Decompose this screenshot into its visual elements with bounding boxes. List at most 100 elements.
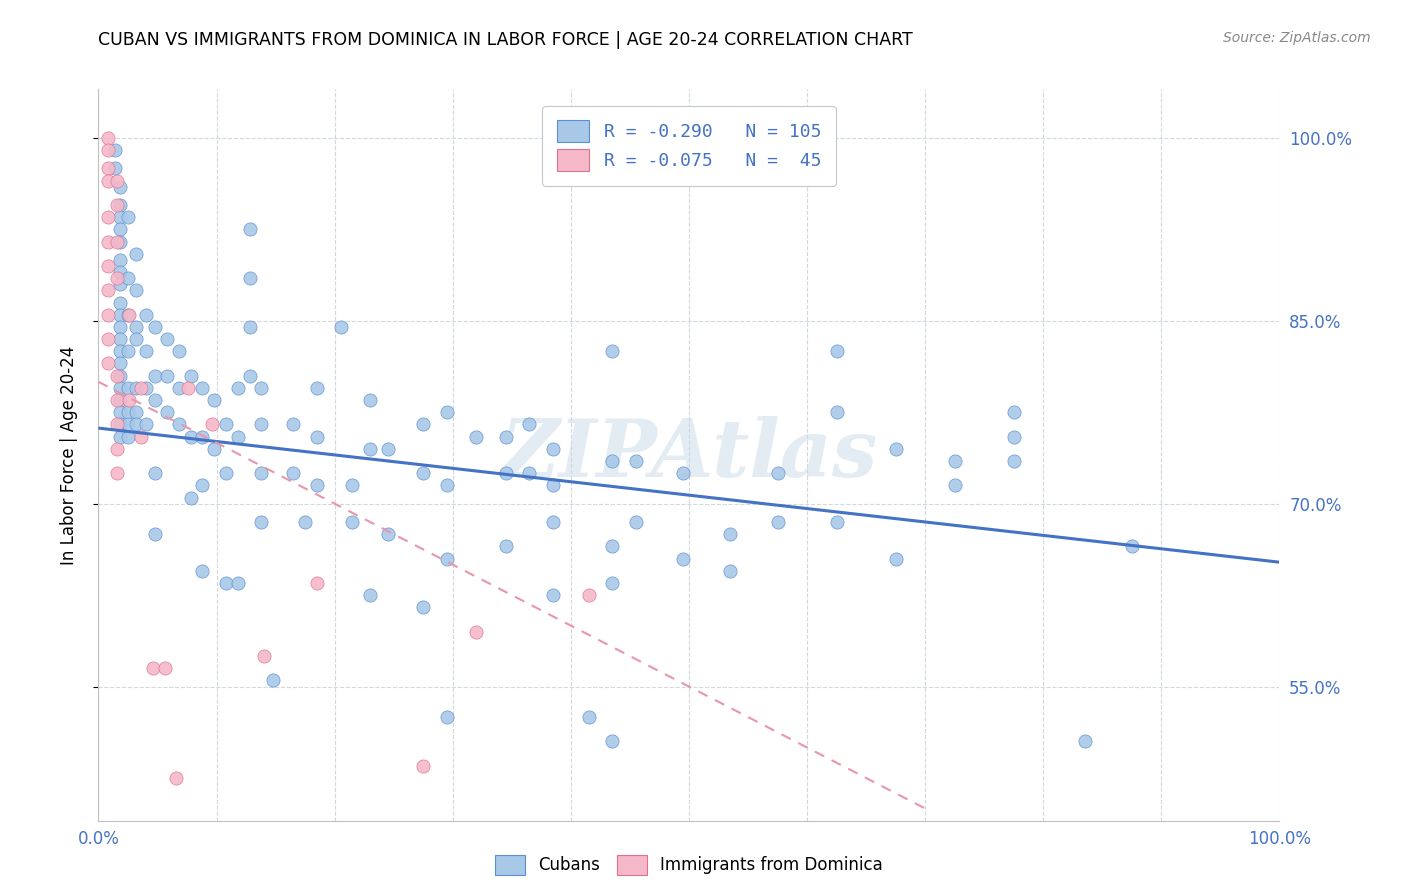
Point bbox=[97, 284, 120, 298]
Point bbox=[104, 143, 127, 157]
Point bbox=[97, 259, 120, 273]
Point bbox=[1002, 430, 1025, 444]
Point bbox=[600, 540, 623, 554]
Point bbox=[105, 467, 128, 481]
Point bbox=[108, 417, 131, 432]
Point bbox=[825, 344, 848, 359]
Point bbox=[239, 271, 262, 285]
Point bbox=[108, 430, 131, 444]
Point bbox=[108, 308, 131, 322]
Point bbox=[97, 143, 120, 157]
Point bbox=[215, 576, 238, 591]
Point bbox=[125, 381, 148, 395]
Text: CUBAN VS IMMIGRANTS FROM DOMINICA IN LABOR FORCE | AGE 20-24 CORRELATION CHART: CUBAN VS IMMIGRANTS FROM DOMINICA IN LAB… bbox=[98, 31, 912, 49]
Point bbox=[436, 405, 458, 419]
Point bbox=[108, 344, 131, 359]
Point bbox=[177, 381, 200, 395]
Point bbox=[191, 478, 214, 492]
Point bbox=[167, 381, 190, 395]
Point bbox=[143, 368, 166, 383]
Point bbox=[825, 515, 848, 529]
Point bbox=[294, 515, 316, 529]
Point bbox=[97, 131, 120, 145]
Point bbox=[143, 527, 166, 541]
Point bbox=[519, 417, 541, 432]
Point bbox=[153, 661, 176, 675]
Point bbox=[1002, 405, 1025, 419]
Point bbox=[108, 265, 131, 279]
Point bbox=[108, 320, 131, 334]
Point bbox=[359, 588, 381, 602]
Point bbox=[283, 467, 305, 481]
Point bbox=[226, 430, 249, 444]
Point bbox=[125, 405, 148, 419]
Point bbox=[108, 295, 131, 310]
Point bbox=[412, 467, 434, 481]
Point bbox=[117, 417, 139, 432]
Point bbox=[215, 467, 238, 481]
Point bbox=[156, 368, 179, 383]
Point bbox=[766, 467, 789, 481]
Point bbox=[250, 417, 273, 432]
Point bbox=[97, 308, 120, 322]
Point bbox=[943, 478, 966, 492]
Point bbox=[342, 515, 364, 529]
Point bbox=[250, 515, 273, 529]
Point bbox=[342, 478, 364, 492]
Point bbox=[156, 332, 179, 346]
Point bbox=[135, 381, 157, 395]
Point bbox=[541, 515, 564, 529]
Point bbox=[97, 235, 120, 249]
Point bbox=[226, 381, 249, 395]
Point bbox=[97, 174, 120, 188]
Point bbox=[117, 344, 139, 359]
Point bbox=[624, 454, 647, 468]
Point bbox=[600, 576, 623, 591]
Point bbox=[377, 527, 399, 541]
Point bbox=[108, 179, 131, 194]
Point bbox=[125, 284, 148, 298]
Point bbox=[202, 393, 225, 408]
Point bbox=[495, 430, 517, 444]
Point bbox=[519, 467, 541, 481]
Point bbox=[117, 271, 139, 285]
Point bbox=[239, 222, 262, 236]
Point bbox=[250, 467, 273, 481]
Point bbox=[766, 515, 789, 529]
Point bbox=[624, 515, 647, 529]
Point bbox=[1121, 540, 1143, 554]
Point bbox=[143, 467, 166, 481]
Point bbox=[108, 222, 131, 236]
Point bbox=[305, 478, 328, 492]
Point bbox=[359, 442, 381, 456]
Point bbox=[125, 320, 148, 334]
Point bbox=[239, 320, 262, 334]
Point bbox=[495, 540, 517, 554]
Point bbox=[226, 576, 249, 591]
Point bbox=[943, 454, 966, 468]
Point bbox=[180, 368, 202, 383]
Point bbox=[239, 368, 262, 383]
Legend: Cubans, Immigrants from Dominica: Cubans, Immigrants from Dominica bbox=[488, 848, 890, 882]
Point bbox=[718, 527, 741, 541]
Point bbox=[541, 478, 564, 492]
Point bbox=[167, 417, 190, 432]
Point bbox=[135, 344, 157, 359]
Point bbox=[600, 344, 623, 359]
Point bbox=[118, 308, 141, 322]
Point bbox=[436, 710, 458, 724]
Point bbox=[253, 649, 276, 664]
Point bbox=[578, 710, 600, 724]
Point bbox=[105, 198, 128, 212]
Point bbox=[143, 393, 166, 408]
Point bbox=[262, 673, 284, 688]
Point bbox=[191, 430, 214, 444]
Point bbox=[165, 771, 187, 785]
Point bbox=[884, 442, 907, 456]
Point bbox=[125, 417, 148, 432]
Point bbox=[329, 320, 352, 334]
Point bbox=[718, 564, 741, 578]
Point bbox=[118, 393, 141, 408]
Point bbox=[117, 381, 139, 395]
Point bbox=[180, 430, 202, 444]
